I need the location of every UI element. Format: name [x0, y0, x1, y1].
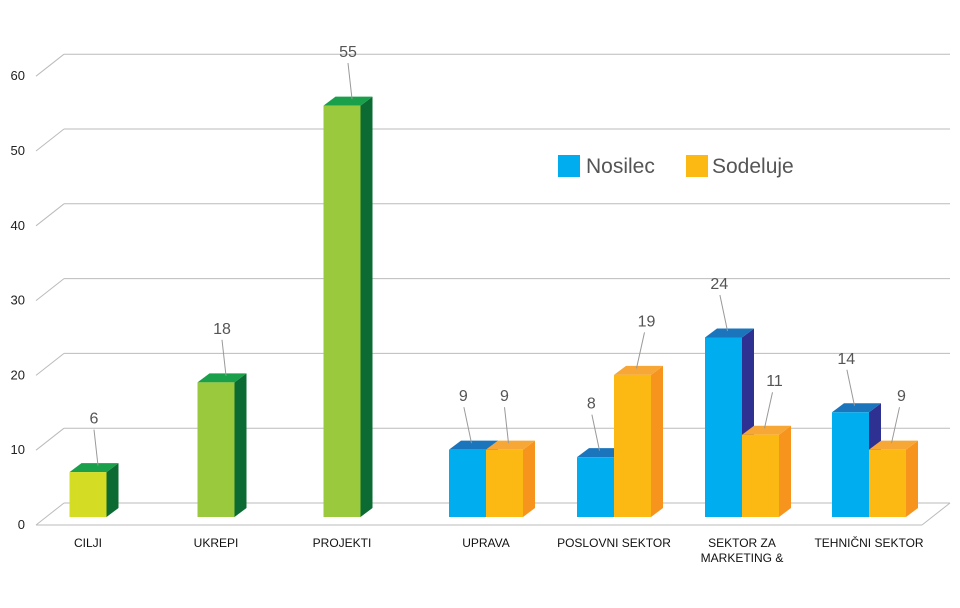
data-label: 11	[766, 373, 783, 390]
bar-sodeluje	[486, 440, 535, 517]
bar-sodeluje-side	[779, 425, 791, 517]
bar-projekti-top	[323, 96, 373, 106]
bar-sodeluje-front	[486, 449, 523, 517]
bar-projekti-side	[360, 96, 373, 517]
bar-nosilec-front	[449, 449, 486, 517]
leader-line	[764, 392, 773, 429]
category-label: SEKTOR ZA	[708, 536, 776, 550]
data-label: 19	[638, 313, 656, 330]
leader-line	[719, 294, 728, 332]
bar-sodeluje-side	[651, 365, 663, 517]
data-label: 55	[339, 44, 357, 61]
bar-projekti	[323, 96, 373, 517]
bar-sodeluje-top	[742, 425, 791, 435]
bar-nosilec-top	[832, 403, 881, 413]
leader-line	[93, 429, 99, 466]
y-axis-ticks: 0 10 20 30 40 50 60	[11, 68, 25, 532]
category-label: UPRAVA	[462, 536, 510, 550]
data-label: 8	[587, 396, 596, 413]
data-label: 6	[90, 411, 99, 428]
leader-line	[504, 407, 509, 444]
leader-line	[846, 369, 855, 406]
y-tick-label: 30	[11, 293, 25, 308]
gridline-depth	[35, 278, 65, 301]
gridline-depth	[35, 53, 65, 77]
data-label: 9	[459, 388, 468, 405]
data-label: 9	[500, 388, 509, 405]
leader-line	[463, 407, 472, 444]
bar-cilji	[69, 463, 119, 517]
legend-swatch-sodeluje	[686, 155, 708, 177]
gridline-depth	[35, 502, 65, 526]
bar-nosilec-front	[577, 457, 614, 517]
y-tick-label: 20	[11, 367, 25, 382]
bar-sodeluje-side	[523, 440, 535, 517]
bar-nosilec-front	[705, 337, 742, 517]
leader-line	[636, 332, 645, 369]
category-label: TEHNIČNI SEKTOR	[814, 535, 923, 550]
bar-sodeluje-side	[906, 440, 918, 517]
bar-cilji-front	[69, 472, 107, 517]
floor-edge-right	[921, 502, 951, 526]
leader-line	[591, 414, 600, 451]
y-tick-label: 10	[11, 442, 25, 457]
data-label: 18	[213, 321, 231, 338]
y-tick-label: 40	[11, 218, 25, 233]
category-label: POSLOVNI SEKTOR	[557, 536, 671, 550]
data-label: 24	[710, 276, 728, 293]
bar-sodeluje-front	[742, 434, 779, 517]
bar-cilji-top	[69, 463, 119, 473]
bar-nosilec-front	[832, 412, 869, 517]
bar-ukrepi-top	[197, 373, 247, 383]
bar-sodeluje-top	[869, 440, 918, 450]
bar-ukrepi	[197, 373, 247, 517]
data-label: 9	[897, 388, 906, 405]
leader-line	[221, 339, 227, 376]
data-label: 14	[837, 351, 855, 368]
category-labels: CILJI UKREPI PROJEKTI UPRAVA POSLOVNI SEKTOR…	[74, 535, 924, 565]
bar-sodeluje	[742, 425, 791, 517]
bar-projekti-front	[323, 105, 361, 517]
y-tick-label: 50	[11, 143, 25, 158]
bar-ukrepi-side	[234, 373, 247, 517]
leader-line	[891, 407, 900, 444]
bar-nosilec-top	[577, 448, 626, 458]
y-tick-label: 0	[18, 517, 25, 532]
category-label: UKREPI	[194, 536, 239, 550]
gridline-depth	[35, 427, 65, 451]
bar-sodeluje-top	[614, 365, 663, 375]
gridline-depth	[35, 203, 65, 227]
category-label: CILJI	[74, 536, 102, 550]
legend-label-nosilec: Nosilec	[586, 155, 655, 178]
category-label: MARKETING &	[701, 551, 784, 565]
bar-sodeluje-top	[486, 440, 535, 450]
bar-cilji-side	[106, 463, 119, 517]
leader-line	[347, 63, 353, 100]
bar-sodeluje	[614, 365, 663, 517]
bars	[69, 96, 918, 517]
bar-nosilec-top	[705, 328, 754, 338]
bar-nosilec-top	[449, 440, 498, 450]
gridline-depth	[35, 128, 65, 152]
bar-sodeluje	[869, 440, 918, 517]
y-tick-label: 60	[11, 68, 25, 83]
legend: Nosilec Sodeluje	[558, 155, 794, 178]
bar-sodeluje-front	[614, 374, 651, 517]
gridline-depth	[35, 353, 65, 376]
legend-swatch-nosilec	[558, 155, 580, 177]
bar-sodeluje-front	[869, 449, 906, 517]
bar-ukrepi-front	[197, 382, 235, 517]
legend-label-sodeluje: Sodeluje	[712, 155, 794, 178]
category-label: PROJEKTI	[313, 536, 372, 550]
data-labels: 6 18 55 9 9 8 19 24 11 14 9	[90, 44, 906, 466]
